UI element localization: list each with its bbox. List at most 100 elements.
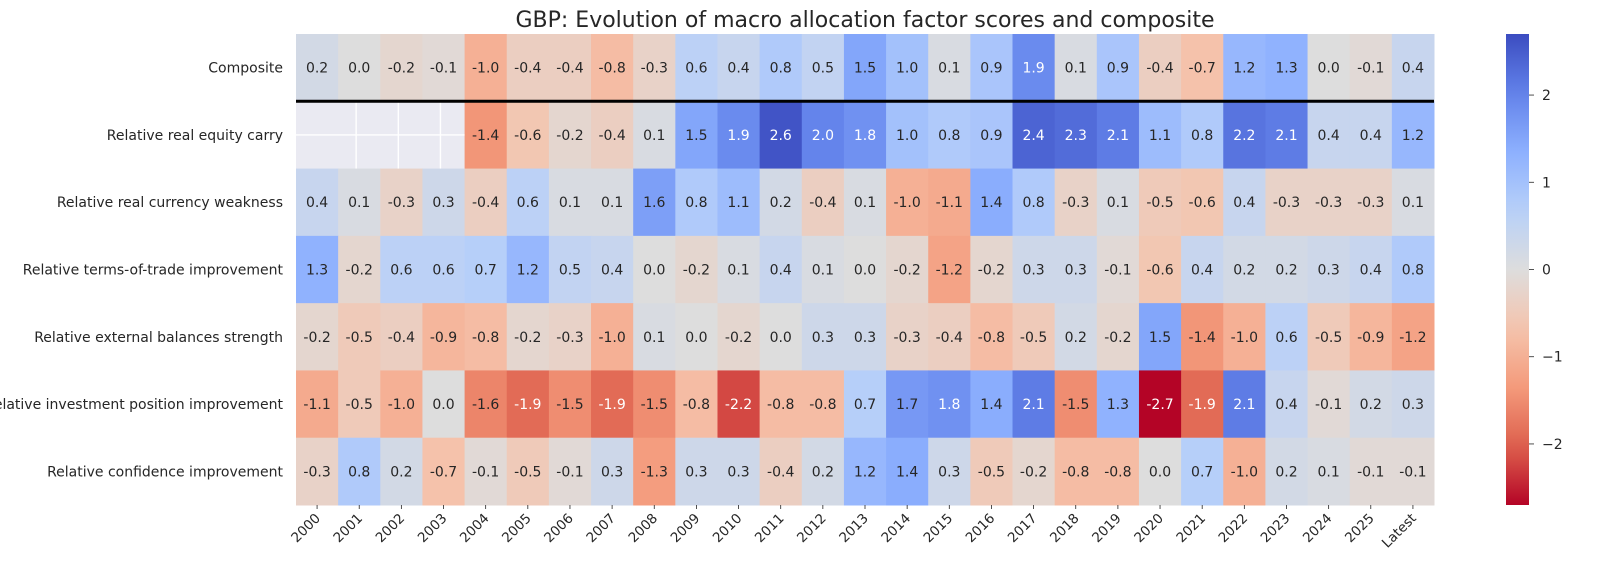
cell-value-label: -0.4	[598, 128, 625, 144]
heatmap-cell	[886, 101, 929, 170]
heatmap-cell	[464, 168, 508, 237]
heatmap-cell	[422, 370, 466, 439]
cell-value-label: 1.5	[1149, 330, 1171, 346]
cell-value-label: 1.1	[1149, 128, 1171, 144]
cell-value-label: -0.3	[1357, 195, 1384, 211]
heatmap-cell	[591, 101, 634, 170]
cell-value-label: 0.4	[1360, 128, 1382, 144]
heatmap-cell	[1054, 235, 1098, 304]
cell-value-label: -0.8	[472, 330, 499, 346]
heatmap-cell	[843, 303, 887, 371]
cell-value-label: 0.4	[1233, 195, 1255, 211]
column-label: 2012	[794, 511, 830, 547]
cell-value-label: 0.4	[601, 263, 623, 279]
heatmap-cell	[1391, 168, 1435, 237]
heatmap-cell	[1223, 303, 1266, 371]
heatmap-cell	[1349, 101, 1393, 170]
cell-value-label: 0.0	[1149, 464, 1171, 480]
cell-value-label: -1.2	[936, 263, 963, 279]
cell-value-label: -0.3	[1273, 195, 1300, 211]
heatmap-cell	[759, 101, 803, 170]
heatmap-cell	[1012, 235, 1056, 304]
heatmap-cell	[506, 235, 550, 304]
heatmap-cell	[717, 303, 761, 371]
cell-value-label: 0.3	[432, 195, 454, 211]
heatmap-cell	[422, 168, 466, 237]
cell-value-label: 0.5	[559, 263, 581, 279]
row-label: Relative external balances strength	[34, 330, 283, 346]
cell-value-label: -0.3	[303, 464, 330, 480]
heatmap-cell	[1265, 437, 1309, 506]
row-label: Relative terms-of-trade improvement	[23, 263, 284, 279]
cell-value-label: 0.6	[432, 263, 454, 279]
heatmap-cell	[296, 370, 339, 439]
cell-value-label: 1.0	[896, 128, 918, 144]
cell-value-label: 2.6	[770, 128, 792, 144]
column-label: 2017	[1005, 511, 1041, 547]
heatmap-cell	[1307, 437, 1351, 506]
heatmap-cell	[1054, 101, 1098, 170]
colorbar-tick-label: −1	[1542, 350, 1563, 366]
cell-value-label: -0.8	[1062, 464, 1089, 480]
cell-value-label: 1.5	[854, 61, 876, 77]
cell-value-label: 1.8	[938, 397, 960, 413]
cell-value-label: 0.0	[432, 397, 454, 413]
heatmap-cell	[591, 168, 634, 237]
heatmap-cell	[506, 437, 550, 506]
cell-value-label: -0.2	[978, 263, 1005, 279]
heatmap-cell	[886, 437, 929, 506]
heatmap-cell	[1265, 101, 1309, 170]
cell-value-label: 0.2	[306, 61, 328, 77]
heatmap-cell	[1307, 168, 1351, 237]
heatmap-cell	[296, 168, 339, 237]
cell-value-label: -0.8	[809, 397, 836, 413]
heatmap-cell	[717, 235, 761, 304]
heatmap-cell	[717, 34, 761, 102]
cell-value-label: 0.2	[1065, 330, 1087, 346]
heatmap-cell	[1181, 370, 1224, 439]
heatmap-cell	[548, 34, 592, 102]
heatmap-cell	[928, 168, 971, 237]
heatmap-cell	[1012, 101, 1056, 170]
cell-value-label: 0.2	[1275, 263, 1297, 279]
heatmap-cell	[675, 303, 718, 371]
cell-value-label: 1.4	[980, 397, 1002, 413]
heatmap-cell	[296, 437, 339, 506]
cell-value-label: -0.1	[1357, 61, 1384, 77]
column-label: 2011	[752, 511, 788, 547]
heatmap-cell	[548, 235, 592, 304]
cell-value-label: -0.4	[514, 61, 541, 77]
heatmap-cell	[380, 235, 423, 304]
cell-value-label: 0.6	[390, 263, 412, 279]
heatmap-cell	[1349, 168, 1393, 237]
colorbar: −2 −1 0 1 2	[1506, 34, 1563, 505]
cell-value-label: 0.3	[938, 464, 960, 480]
heatmap-cell	[1181, 235, 1224, 304]
heatmap-cell	[1138, 101, 1182, 170]
cell-value-label: -1.0	[1231, 330, 1258, 346]
cell-value-label: 0.2	[1275, 464, 1297, 480]
cell-value-label: -0.4	[767, 464, 794, 480]
cell-value-label: 1.8	[854, 128, 876, 144]
column-label: 2007	[583, 511, 619, 547]
heatmap-cell	[1265, 235, 1309, 304]
column-label: 2001	[330, 511, 366, 547]
cell-value-label: -0.8	[598, 61, 625, 77]
heatmap-cell	[380, 303, 423, 371]
cell-value-label: 0.3	[1402, 397, 1424, 413]
heatmap-cell	[506, 370, 550, 439]
cell-value-label: -0.1	[1357, 464, 1384, 480]
heatmap-cell	[1181, 437, 1224, 506]
heatmap-cell	[506, 303, 550, 371]
cell-value-label: -0.5	[1315, 330, 1342, 346]
cell-value-label: -0.3	[556, 330, 583, 346]
cell-value-label: -0.8	[1104, 464, 1131, 480]
heatmap-cell	[970, 235, 1014, 304]
heatmap-cell	[422, 235, 466, 304]
cell-value-label: -0.6	[1189, 195, 1216, 211]
cell-value-label: 1.4	[896, 464, 918, 480]
row-label: Relative real currency weakness	[57, 195, 283, 211]
cell-value-label: -1.3	[641, 464, 668, 480]
cell-value-label: 0.6	[685, 61, 707, 77]
cell-value-label: -0.2	[683, 263, 710, 279]
